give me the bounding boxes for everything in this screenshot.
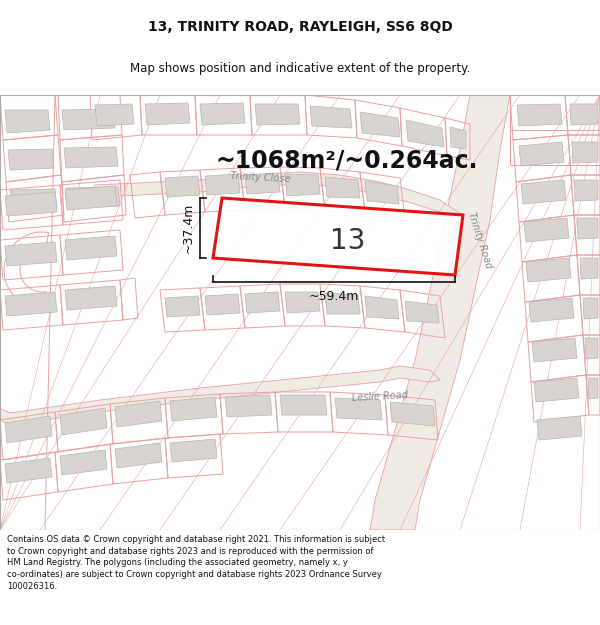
Polygon shape [537, 416, 582, 440]
Polygon shape [310, 106, 352, 128]
Polygon shape [325, 293, 360, 314]
Polygon shape [370, 95, 510, 530]
Polygon shape [245, 173, 280, 194]
Polygon shape [572, 142, 598, 163]
Polygon shape [255, 104, 300, 125]
Polygon shape [165, 176, 200, 197]
Polygon shape [570, 104, 598, 125]
Polygon shape [5, 416, 52, 443]
Polygon shape [360, 112, 400, 137]
Polygon shape [65, 186, 117, 210]
Text: Trinity Road: Trinity Road [466, 211, 494, 269]
Text: Trinity Close: Trinity Close [230, 171, 290, 184]
Polygon shape [406, 120, 444, 147]
Polygon shape [405, 301, 439, 323]
Polygon shape [517, 104, 562, 126]
Polygon shape [170, 397, 217, 421]
Polygon shape [365, 296, 399, 319]
Polygon shape [325, 177, 360, 198]
Text: 13: 13 [331, 227, 365, 255]
Polygon shape [5, 458, 52, 483]
Polygon shape [335, 398, 382, 420]
Polygon shape [5, 192, 57, 216]
Polygon shape [245, 292, 280, 313]
Polygon shape [170, 439, 217, 462]
Polygon shape [5, 110, 50, 133]
Polygon shape [577, 218, 598, 239]
Polygon shape [115, 401, 162, 427]
Polygon shape [285, 174, 320, 196]
Polygon shape [213, 198, 463, 275]
Text: 13, TRINITY ROAD, RAYLEIGH, SS6 8QD: 13, TRINITY ROAD, RAYLEIGH, SS6 8QD [148, 19, 452, 34]
Polygon shape [580, 258, 598, 279]
Polygon shape [0, 366, 440, 425]
Polygon shape [390, 402, 435, 426]
Polygon shape [66, 187, 120, 208]
Polygon shape [145, 103, 190, 125]
Polygon shape [529, 298, 574, 322]
Polygon shape [200, 103, 245, 125]
Polygon shape [521, 180, 566, 204]
Polygon shape [365, 181, 399, 204]
Polygon shape [532, 338, 577, 362]
Polygon shape [574, 180, 598, 201]
Text: ~37.4m: ~37.4m [182, 202, 195, 253]
Polygon shape [526, 258, 571, 282]
Polygon shape [65, 236, 117, 260]
Polygon shape [90, 172, 462, 225]
Polygon shape [64, 147, 118, 168]
Polygon shape [285, 292, 320, 313]
Polygon shape [10, 189, 57, 210]
Polygon shape [450, 127, 466, 149]
Polygon shape [165, 296, 200, 317]
Text: Leslie Road: Leslie Road [352, 391, 408, 404]
Text: Contains OS data © Crown copyright and database right 2021. This information is : Contains OS data © Crown copyright and d… [7, 535, 385, 591]
Polygon shape [524, 218, 569, 242]
Polygon shape [95, 104, 134, 126]
Polygon shape [60, 408, 107, 435]
Polygon shape [8, 149, 54, 170]
Polygon shape [60, 450, 107, 475]
Polygon shape [205, 294, 240, 315]
Text: ~1068m²/~0.264ac.: ~1068m²/~0.264ac. [215, 148, 478, 172]
Polygon shape [65, 286, 117, 310]
Text: ~59.4m: ~59.4m [309, 290, 359, 303]
Polygon shape [205, 174, 240, 195]
Polygon shape [534, 378, 579, 402]
Polygon shape [62, 109, 115, 130]
Polygon shape [588, 378, 598, 399]
Polygon shape [280, 395, 327, 415]
Polygon shape [5, 242, 57, 266]
Text: Map shows position and indicative extent of the property.: Map shows position and indicative extent… [130, 62, 470, 75]
Polygon shape [585, 338, 598, 359]
Polygon shape [5, 292, 57, 316]
Polygon shape [583, 298, 598, 319]
Polygon shape [519, 142, 564, 166]
Polygon shape [115, 443, 162, 468]
Polygon shape [225, 395, 272, 417]
